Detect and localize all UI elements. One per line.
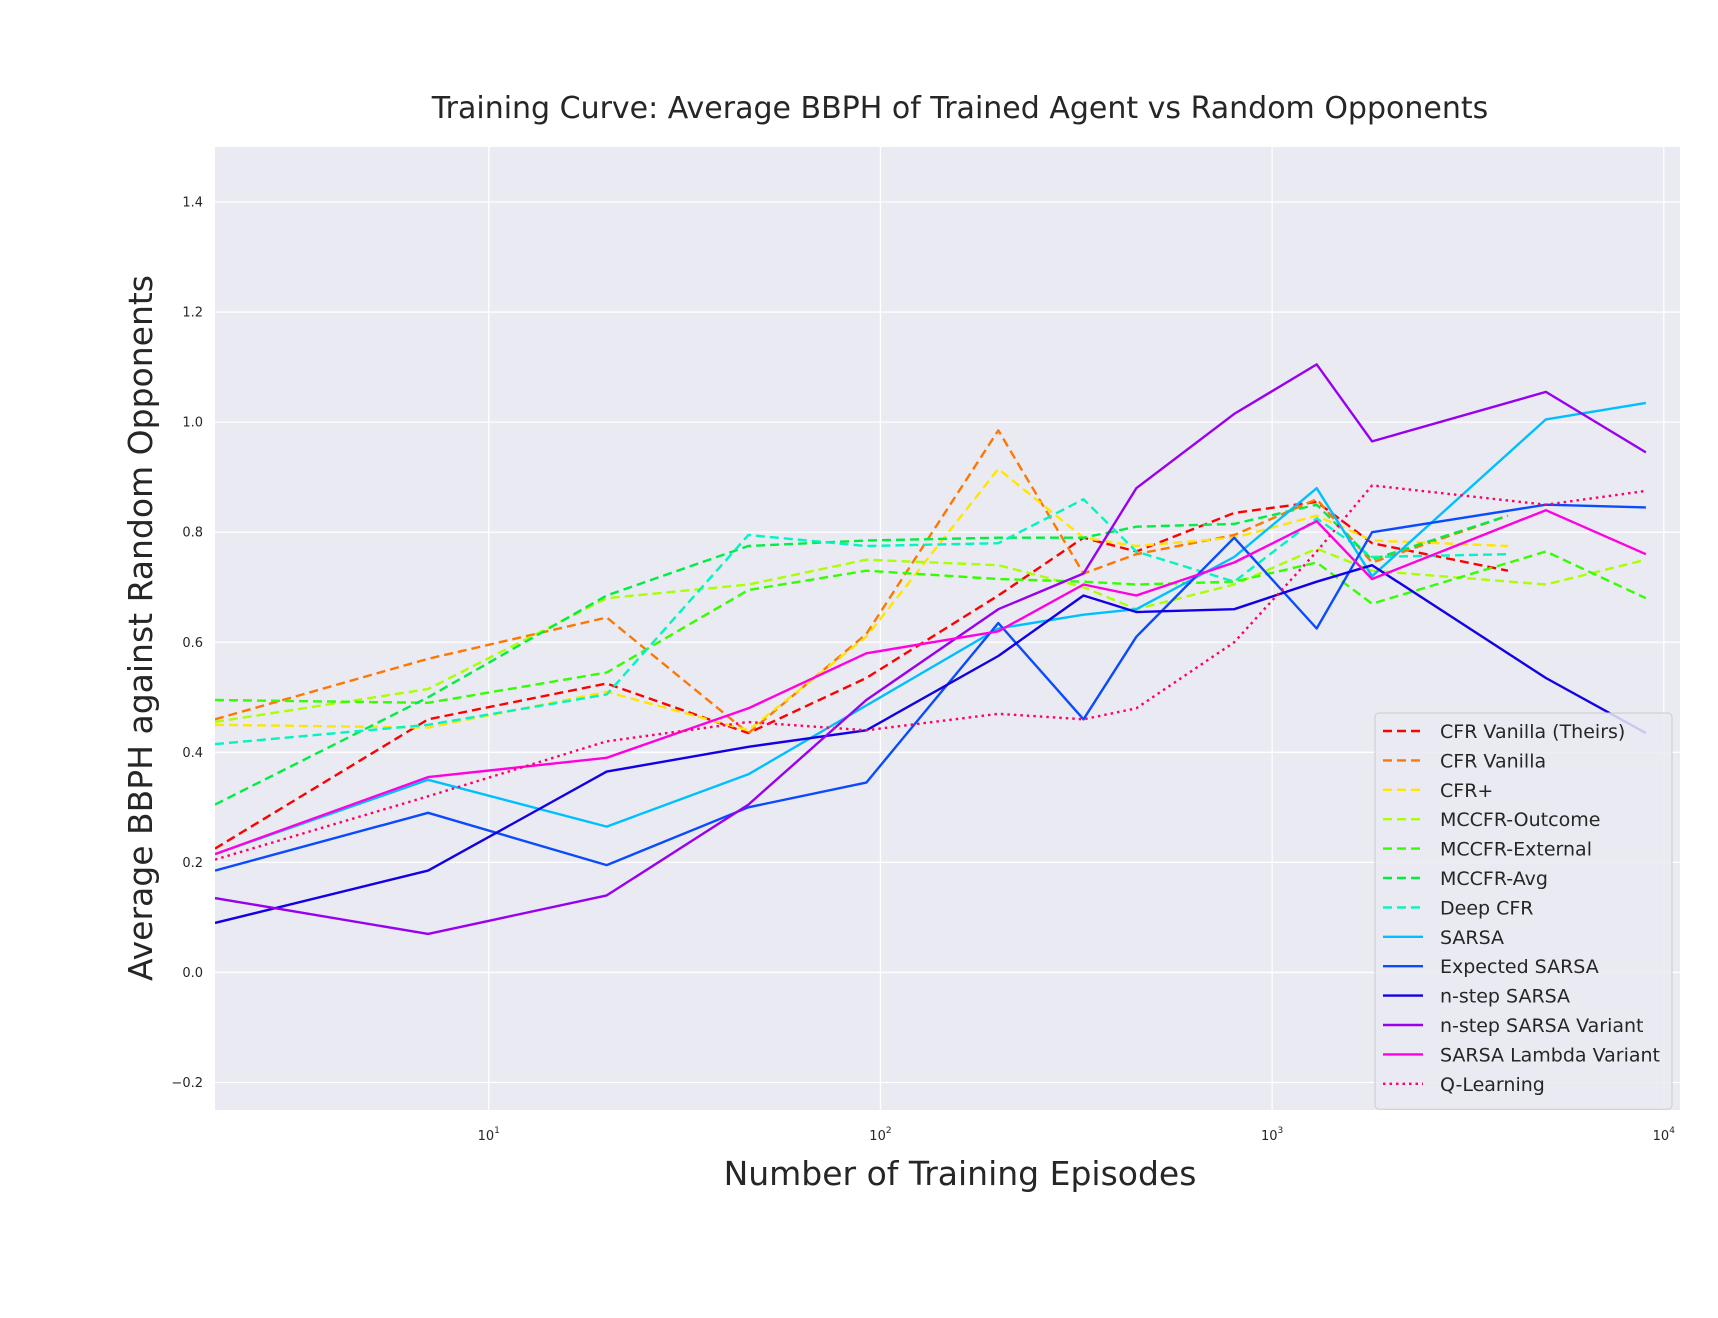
x-axis-ticks: 101 102 103 104 — [478, 1126, 1676, 1144]
series-line-10 — [215, 564, 1647, 925]
series-line-9 — [215, 503, 1646, 872]
x-tick-label: 101 — [478, 1126, 500, 1144]
y-tick-label: −0.2 — [171, 1076, 203, 1091]
y-tick-label: 0.2 — [182, 856, 203, 871]
legend-label: MCCFR-External — [1440, 839, 1592, 861]
y-tick-label: 1.4 — [182, 196, 203, 211]
series-line-12 — [215, 509, 1647, 856]
y-axis-label: Average BBPH against Random Opponents — [121, 275, 160, 981]
series-line-7 — [215, 498, 1508, 746]
y-tick-label: 1.2 — [182, 306, 203, 321]
series-line-5 — [215, 550, 1647, 704]
legend: CFR Vanilla (Theirs) CFR Vanilla CFR+ MCCFR… — [1374, 712, 1673, 1110]
series-line-3 — [215, 467, 1508, 732]
legend-label: SARSA — [1440, 927, 1504, 949]
series-line-4 — [215, 547, 1647, 724]
legend-label: CFR+ — [1440, 780, 1493, 802]
x-tick-label: 102 — [869, 1126, 891, 1144]
series-line-1 — [215, 500, 1509, 850]
y-axis-ticks: −0.2 0.0 0.2 0.4 0.6 0.8 1.0 1.2 1.4 — [171, 196, 203, 1091]
legend-label: CFR Vanilla (Theirs) — [1440, 721, 1625, 743]
chart-title: Training Curve: Average BBPH of Trained … — [431, 91, 1489, 126]
series-line-8 — [215, 401, 1647, 856]
y-tick-label: 0.6 — [182, 636, 203, 651]
y-tick-label: 1.0 — [182, 416, 203, 431]
grid — [215, 147, 1680, 1110]
series-line-11 — [215, 363, 1647, 936]
x-axis-label: Number of Training Episodes — [724, 1154, 1197, 1193]
legend-label: CFR Vanilla — [1440, 750, 1546, 772]
legend-label: Expected SARSA — [1440, 956, 1599, 978]
legend-label: Deep CFR — [1440, 897, 1534, 919]
legend-label: n-step SARSA Variant — [1440, 1015, 1644, 1037]
series-line-6 — [215, 503, 1509, 806]
y-tick-label: 0.4 — [182, 746, 203, 761]
series-layer — [215, 363, 1647, 936]
legend-label: SARSA Lambda Variant — [1440, 1044, 1660, 1066]
y-tick-label: 0.8 — [182, 526, 203, 541]
legend-label: MCCFR-Outcome — [1440, 809, 1600, 831]
y-tick-label: 0.0 — [182, 966, 203, 981]
x-tick-label: 104 — [1653, 1126, 1676, 1144]
x-tick-label: 103 — [1261, 1126, 1283, 1144]
series-line-13 — [215, 484, 1647, 861]
legend-label: n-step SARSA — [1440, 986, 1570, 1008]
legend-box — [1374, 712, 1673, 1110]
legend-label: Q-Learning — [1440, 1074, 1545, 1096]
legend-label: MCCFR-Avg — [1440, 868, 1548, 890]
